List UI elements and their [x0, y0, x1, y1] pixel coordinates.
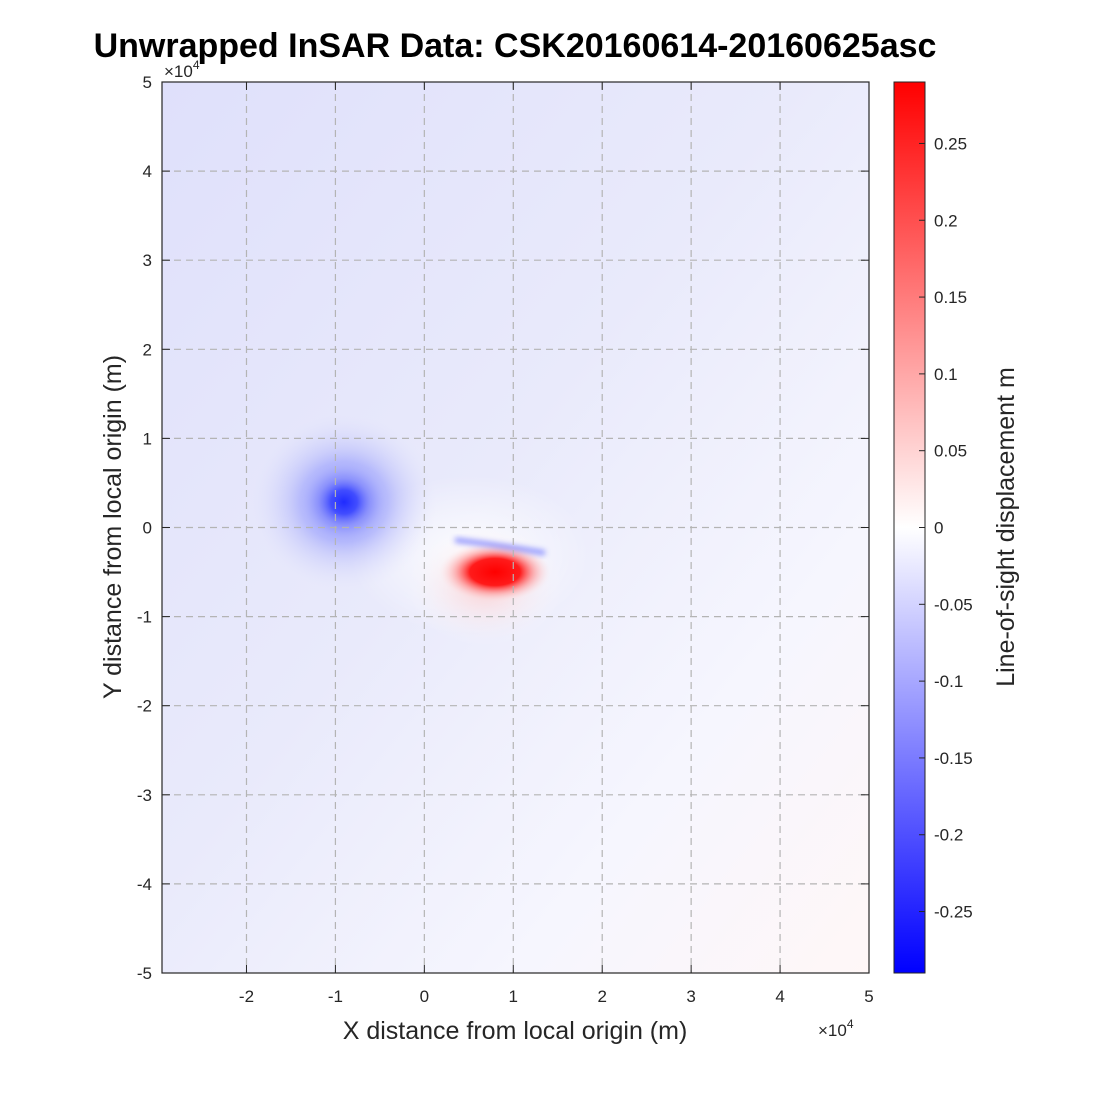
x-tick-label: -2: [239, 987, 254, 1006]
uplift-lobe: [439, 542, 551, 602]
colorbar-tick-label: 0.25: [934, 134, 967, 153]
x-tick-label: 0: [420, 987, 429, 1006]
colorbar-tick-label: -0.05: [934, 595, 973, 614]
colorbar-ticks: -0.25 -0.2 -0.15 -0.1 -0.05 0 0.05 0.1 0.15 0.2 0.…: [919, 134, 973, 922]
chart-title: Unwrapped InSAR Data: CSK20160614-201606…: [94, 27, 937, 65]
x-tick-label: 4: [775, 987, 784, 1006]
y-tick-label: -3: [137, 786, 152, 805]
colorbar: -0.25 -0.2 -0.15 -0.1 -0.05 0 0.05 0.1 0.15 0.2 0.…: [893, 81, 1020, 974]
y-tick-label: 3: [143, 251, 152, 270]
x-axis-label: X distance from local origin (m): [343, 1017, 688, 1045]
y-tick-label: 0: [143, 519, 152, 538]
y-tick-label: -5: [137, 964, 152, 983]
colorbar-tick-label: -0.15: [934, 749, 973, 768]
y-axis-exponent: ×104: [164, 58, 200, 81]
colorbar-tick-label: 0: [934, 519, 943, 538]
colorbar-label: Line-of-sight displacement m: [992, 367, 1020, 687]
y-tick-label: -1: [137, 608, 152, 627]
y-tick-label: -2: [137, 697, 152, 716]
y-tick-label: 1: [143, 429, 152, 448]
x-tick-label: 3: [686, 987, 695, 1006]
y-axis: -5 -4 -3 -2 -1 0 1 2 3 4 5: [137, 73, 869, 983]
colorbar-tick-label: 0.2: [934, 211, 958, 230]
fault-trace: [454, 537, 546, 556]
colorbar-tick-label: 0.15: [934, 288, 967, 307]
x-tick-label: 1: [509, 987, 518, 1006]
colorbar-tick-label: 0.05: [934, 442, 967, 461]
subsidence-lobe: [300, 462, 388, 542]
y-tick-label: 5: [143, 73, 152, 92]
y-tick-label: -4: [137, 875, 152, 894]
y-axis-label: Y distance from local origin (m): [99, 355, 127, 699]
y-tick-label: 2: [143, 340, 152, 359]
y-tick-label: 4: [143, 162, 152, 181]
displacement-heatmap: [162, 82, 869, 973]
x-tick-label: -1: [328, 987, 343, 1006]
x-axis: -2 -1 0 1 2 3 4 5: [239, 82, 874, 1006]
colorbar-tick-label: -0.25: [934, 903, 973, 922]
colorbar-tick-label: -0.1: [934, 672, 963, 691]
grid-lines: [162, 82, 869, 973]
x-tick-label: 5: [864, 987, 873, 1006]
x-axis-exponent: ×104: [818, 1017, 854, 1040]
x-tick-label: 2: [597, 987, 606, 1006]
colorbar-tick-label: -0.2: [934, 826, 963, 845]
colorbar-tick-label: 0.1: [934, 365, 958, 384]
